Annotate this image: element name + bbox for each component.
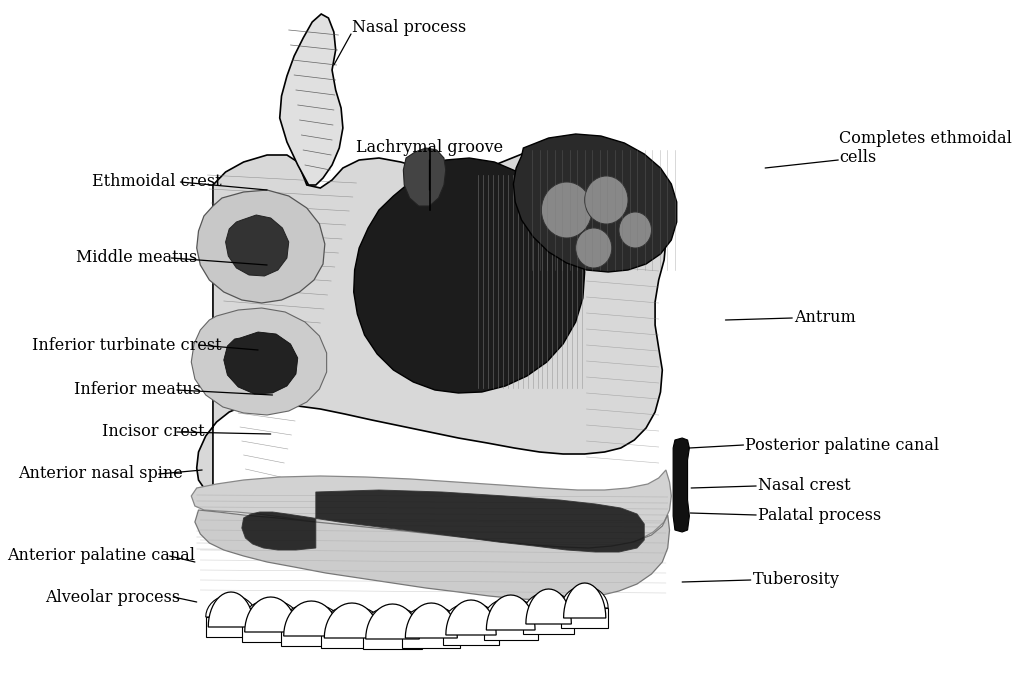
Text: Lachrymal groove: Lachrymal groove	[356, 139, 503, 157]
Text: Posterior palatine canal: Posterior palatine canal	[745, 437, 939, 454]
Polygon shape	[225, 215, 289, 276]
Polygon shape	[561, 586, 608, 608]
Polygon shape	[362, 629, 422, 649]
Polygon shape	[242, 490, 644, 552]
Polygon shape	[281, 626, 342, 646]
Polygon shape	[403, 148, 445, 206]
Text: Incisor crest: Incisor crest	[102, 423, 205, 441]
Polygon shape	[191, 308, 327, 415]
Circle shape	[542, 182, 592, 238]
Polygon shape	[402, 628, 460, 648]
Polygon shape	[526, 589, 571, 624]
Circle shape	[585, 176, 628, 224]
Polygon shape	[208, 592, 254, 627]
Polygon shape	[325, 603, 380, 638]
Polygon shape	[224, 332, 298, 394]
Text: Antrum: Antrum	[794, 310, 856, 326]
Polygon shape	[206, 595, 256, 617]
Text: Nasal crest: Nasal crest	[758, 478, 851, 495]
Polygon shape	[245, 597, 297, 632]
Polygon shape	[197, 190, 325, 303]
Text: Inferior turbinate crest: Inferior turbinate crest	[32, 336, 221, 353]
Polygon shape	[191, 470, 672, 552]
Polygon shape	[563, 583, 606, 618]
Polygon shape	[483, 620, 538, 640]
Text: Nasal process: Nasal process	[352, 20, 466, 36]
Polygon shape	[486, 595, 536, 630]
Polygon shape	[673, 438, 689, 532]
Polygon shape	[284, 601, 339, 636]
Polygon shape	[280, 14, 343, 185]
Polygon shape	[206, 617, 256, 637]
Text: Inferior meatus: Inferior meatus	[74, 382, 201, 398]
Text: Tuberosity: Tuberosity	[753, 571, 840, 588]
Polygon shape	[443, 625, 499, 645]
Text: Middle meatus: Middle meatus	[76, 250, 197, 267]
Text: Anterior nasal spine: Anterior nasal spine	[18, 466, 183, 483]
Polygon shape	[362, 607, 422, 629]
Circle shape	[618, 212, 651, 248]
Text: Ethmoidal crest: Ethmoidal crest	[92, 174, 221, 190]
Polygon shape	[445, 600, 497, 635]
Polygon shape	[195, 510, 670, 600]
Text: Anterior palatine canal: Anterior palatine canal	[7, 548, 196, 565]
Text: Completes ethmoidal
cells: Completes ethmoidal cells	[839, 130, 1012, 166]
Polygon shape	[322, 606, 383, 628]
Polygon shape	[281, 604, 342, 626]
Polygon shape	[353, 158, 585, 393]
Polygon shape	[523, 614, 573, 634]
Polygon shape	[483, 598, 538, 620]
Polygon shape	[402, 606, 460, 628]
Polygon shape	[366, 604, 419, 639]
Text: Palatal process: Palatal process	[758, 507, 882, 524]
Polygon shape	[242, 622, 300, 642]
Polygon shape	[197, 148, 666, 492]
Polygon shape	[406, 603, 458, 638]
Polygon shape	[523, 592, 573, 614]
Text: Alveolar process: Alveolar process	[45, 588, 180, 606]
Polygon shape	[513, 134, 677, 272]
Polygon shape	[242, 600, 300, 622]
Circle shape	[575, 228, 611, 268]
Polygon shape	[561, 608, 608, 628]
Polygon shape	[322, 628, 383, 648]
Polygon shape	[443, 603, 499, 625]
